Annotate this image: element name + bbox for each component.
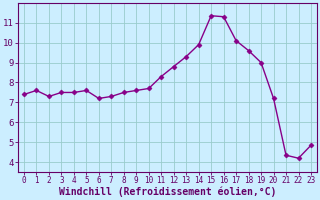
X-axis label: Windchill (Refroidissement éolien,°C): Windchill (Refroidissement éolien,°C) [59, 187, 276, 197]
